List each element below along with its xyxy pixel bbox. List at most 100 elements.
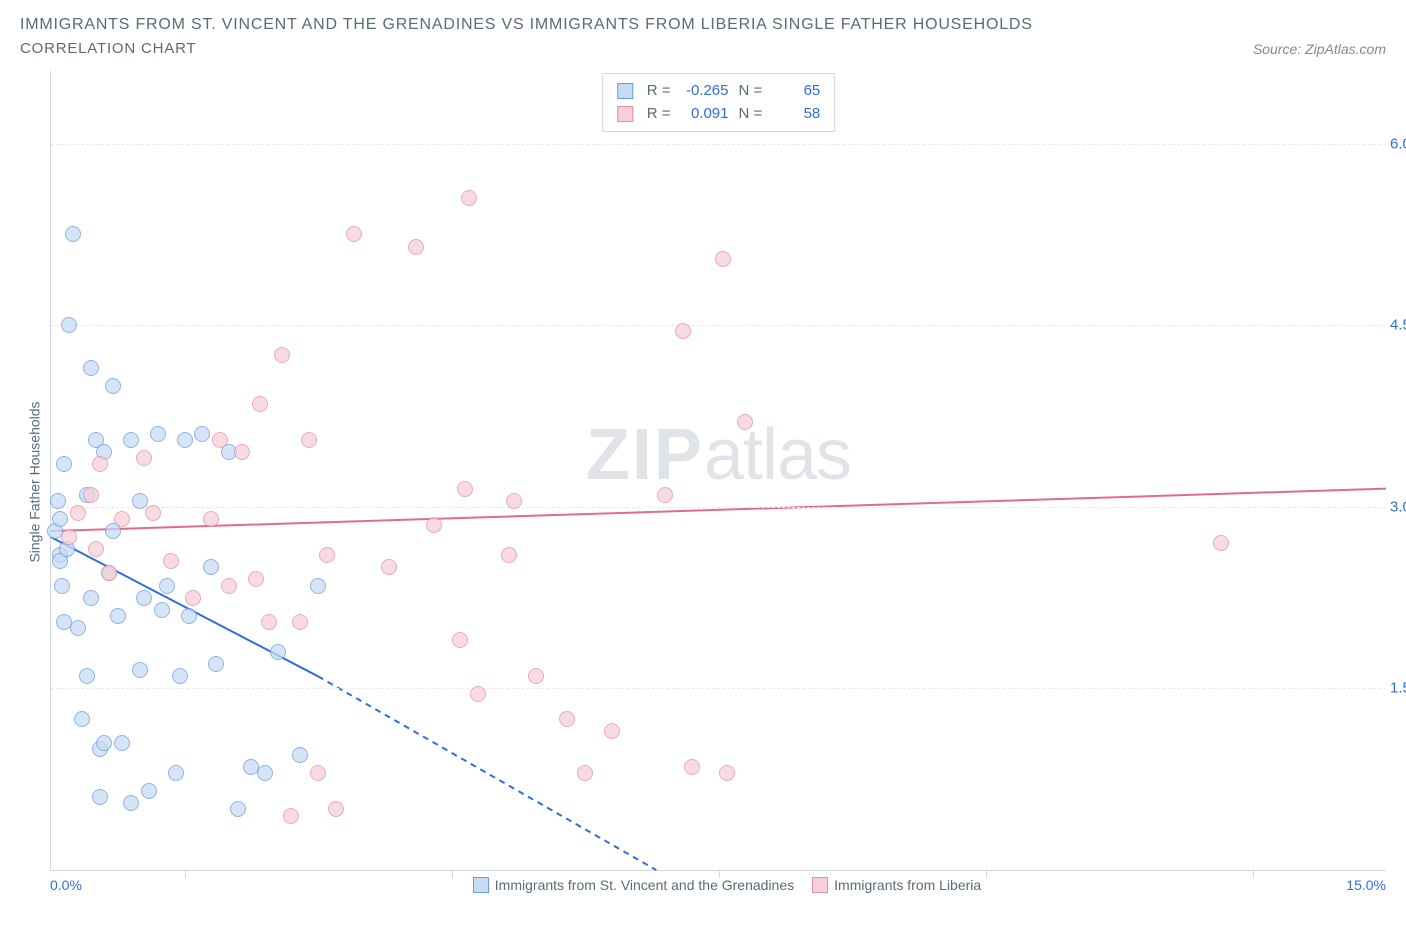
gridline: [51, 144, 1386, 145]
scatter-point: [56, 456, 72, 472]
scatter-point: [123, 432, 139, 448]
scatter-point: [92, 456, 108, 472]
scatter-point: [163, 553, 179, 569]
scatter-point: [101, 565, 117, 581]
scatter-point: [230, 801, 246, 817]
x-tick: [452, 870, 453, 878]
scatter-point: [248, 571, 264, 587]
gridline: [51, 507, 1386, 508]
chart-title: IMMIGRANTS FROM ST. VINCENT AND THE GREN…: [20, 16, 1033, 34]
scatter-point: [257, 765, 273, 781]
scatter-point: [52, 511, 68, 527]
scatter-point: [168, 765, 184, 781]
scatter-point: [92, 789, 108, 805]
scatter-point: [141, 783, 157, 799]
scatter-point: [74, 711, 90, 727]
x-axis-row: 0.0% Immigrants from St. Vincent and the…: [50, 877, 1386, 893]
correlation-legend: R = -0.265 N = 65 R = 0.091 N = 58: [602, 73, 836, 132]
scatter-point: [559, 711, 575, 727]
x-axis-max: 15.0%: [1326, 877, 1386, 893]
y-axis-label: Single Father Households: [27, 401, 43, 562]
scatter-point: [283, 808, 299, 824]
n-label: N =: [739, 80, 763, 103]
scatter-point: [274, 347, 290, 363]
series-swatch: [473, 877, 489, 893]
scatter-point: [110, 608, 126, 624]
legend-swatch: [617, 83, 633, 99]
scatter-point: [61, 317, 77, 333]
n-value: 65: [772, 80, 820, 103]
scatter-point: [203, 511, 219, 527]
scatter-point: [346, 226, 362, 242]
scatter-point: [203, 559, 219, 575]
r-value: 0.091: [681, 103, 729, 126]
scatter-point: [292, 614, 308, 630]
scatter-point: [50, 493, 66, 509]
scatter-point: [105, 378, 121, 394]
legend-swatch: [617, 106, 633, 122]
scatter-point: [83, 487, 99, 503]
scatter-point: [675, 323, 691, 339]
scatter-point: [83, 360, 99, 376]
scatter-point: [719, 765, 735, 781]
series-label: Immigrants from Liberia: [834, 877, 981, 893]
scatter-point: [252, 396, 268, 412]
scatter-point: [715, 251, 731, 267]
scatter-point: [577, 765, 593, 781]
scatter-point: [70, 620, 86, 636]
scatter-point: [328, 801, 344, 817]
x-tick: [986, 870, 987, 878]
y-tick-label: 3.0%: [1390, 498, 1406, 515]
chart-subtitle: CORRELATION CHART: [20, 40, 1033, 57]
r-label: R =: [647, 80, 671, 103]
scatter-point: [132, 493, 148, 509]
series-label: Immigrants from St. Vincent and the Gren…: [495, 877, 794, 893]
scatter-point: [408, 239, 424, 255]
scatter-point: [452, 632, 468, 648]
scatter-point: [136, 590, 152, 606]
y-tick-label: 1.5%: [1390, 680, 1406, 697]
n-value: 58: [772, 103, 820, 126]
scatter-point: [177, 432, 193, 448]
scatter-point: [96, 735, 112, 751]
n-label: N =: [739, 103, 763, 126]
x-tick: [185, 870, 186, 878]
scatter-point: [461, 190, 477, 206]
scatter-point: [234, 444, 250, 460]
scatter-point: [426, 517, 442, 533]
scatter-point: [457, 481, 473, 497]
gridline: [51, 688, 1386, 689]
x-tick: [1253, 870, 1254, 878]
scatter-point: [194, 426, 210, 442]
scatter-point: [208, 656, 224, 672]
scatter-point: [70, 505, 86, 521]
scatter-point: [145, 505, 161, 521]
scatter-point: [185, 590, 201, 606]
scatter-point: [83, 590, 99, 606]
scatter-point: [684, 759, 700, 775]
scatter-point: [501, 547, 517, 563]
x-tick: [719, 870, 720, 878]
legend-row: R = 0.091 N = 58: [617, 103, 821, 126]
x-axis-legend: Immigrants from St. Vincent and the Gren…: [110, 877, 1326, 893]
y-tick-label: 6.0%: [1390, 135, 1406, 152]
r-label: R =: [647, 103, 671, 126]
watermark: ZIPatlas: [586, 414, 851, 496]
scatter-point: [61, 529, 77, 545]
scatter-point: [1213, 535, 1229, 551]
scatter-point: [54, 578, 70, 594]
scatter-point: [172, 668, 188, 684]
scatter-point: [181, 608, 197, 624]
source-credit: Source: ZipAtlas.com: [1253, 41, 1386, 57]
legend-row: R = -0.265 N = 65: [617, 80, 821, 103]
scatter-point: [154, 602, 170, 618]
series-swatch: [812, 877, 828, 893]
r-value: -0.265: [681, 80, 729, 103]
scatter-plot-area: ZIPatlas R =-0.265N =65R =0.091N =58 1.5…: [50, 71, 1386, 871]
scatter-point: [270, 644, 286, 660]
scatter-point: [301, 432, 317, 448]
x-axis-min: 0.0%: [50, 877, 110, 893]
scatter-point: [136, 450, 152, 466]
scatter-point: [310, 765, 326, 781]
scatter-point: [381, 559, 397, 575]
